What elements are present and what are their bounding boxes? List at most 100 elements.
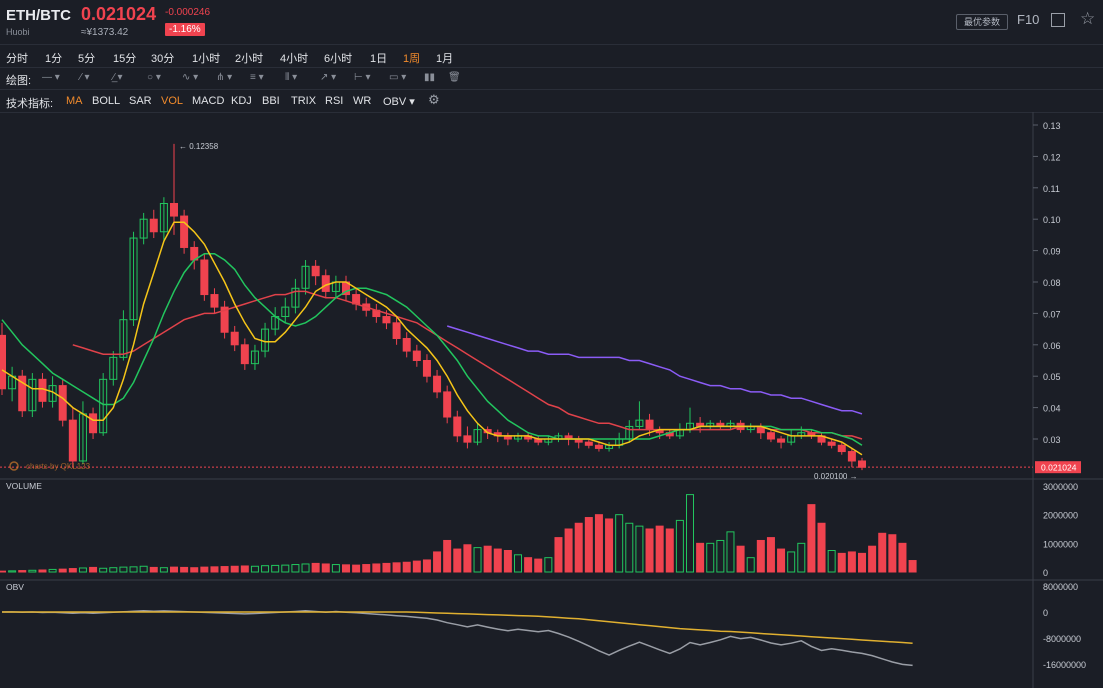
volume-bar bbox=[8, 570, 17, 573]
candle bbox=[159, 203, 168, 233]
volume-tick-label: 0 bbox=[1043, 568, 1048, 578]
candle bbox=[645, 419, 654, 431]
tab-timeframe-2[interactable]: 5分 bbox=[78, 53, 96, 65]
volume-bar bbox=[119, 566, 128, 573]
candle bbox=[119, 319, 128, 358]
expand-icon[interactable] bbox=[1051, 13, 1065, 27]
candle bbox=[109, 356, 118, 380]
candle bbox=[129, 237, 138, 321]
volume-bar bbox=[756, 539, 765, 573]
tab-timeframe-1[interactable]: 1分 bbox=[45, 53, 63, 65]
measure-icon[interactable]: ⊢ ▾ bbox=[354, 72, 371, 83]
indicator-sar[interactable]: SAR bbox=[129, 95, 152, 107]
volume-bar bbox=[686, 494, 694, 573]
candle bbox=[433, 375, 442, 393]
volume-bar bbox=[858, 552, 866, 573]
volume-bar bbox=[584, 517, 593, 573]
indicator-macd[interactable]: MACD bbox=[192, 95, 225, 107]
tab-timeframe-8[interactable]: 6小时 bbox=[324, 53, 353, 65]
tab-timeframe-10[interactable]: 1周 bbox=[403, 53, 421, 65]
fib-icon[interactable]: ≡ ▾ bbox=[250, 72, 264, 83]
candle bbox=[422, 360, 431, 377]
indicator-obv[interactable]: OBV ▾ bbox=[383, 96, 415, 108]
kline-chart[interactable]: 0.13 0.12 0.11 0.10 0.09 0.08 0.07 0.06 0.05 0.04… bbox=[0, 112, 1103, 688]
indicator-vol[interactable]: VOL bbox=[161, 95, 184, 107]
optimal-params-button[interactable]: 最优参数 bbox=[956, 14, 1008, 30]
volume-bar bbox=[180, 566, 189, 573]
price-tick-label: 0.10 bbox=[1043, 215, 1061, 225]
volume-bar bbox=[625, 522, 634, 573]
volume-bar bbox=[412, 560, 421, 573]
volume-bar bbox=[311, 562, 320, 573]
comment-icon[interactable]: ▭ ▾ bbox=[389, 72, 407, 83]
volume-bar bbox=[888, 534, 897, 573]
candle bbox=[170, 203, 178, 217]
volume-bar bbox=[473, 547, 482, 573]
price-tick-label: 0.05 bbox=[1043, 372, 1061, 382]
watermark-text: charts by QKL123 bbox=[26, 462, 91, 471]
indicator-boll[interactable]: BOLL bbox=[92, 95, 121, 107]
arrow-icon[interactable]: ↗ ▾ bbox=[320, 72, 337, 83]
tab-timeframe-0[interactable]: 分时 bbox=[6, 53, 28, 65]
indicator-rsi[interactable]: RSI bbox=[325, 95, 344, 107]
volume-bar bbox=[655, 525, 664, 573]
price-tick-label: 0.03 bbox=[1043, 435, 1061, 445]
indicator-kdj[interactable]: KDJ bbox=[231, 95, 252, 107]
indicator-ma[interactable]: MA bbox=[66, 95, 83, 107]
candle bbox=[858, 460, 866, 468]
line-icon[interactable]: — ▾ bbox=[42, 72, 60, 83]
drawing-toolbar: 绘图: — ▾ ⁄ ▾ ∕̲ ▾ ○ ▾ ∿ ▾ ⋔ ▾ ≡ ▾ ⦀ ▾ ↗ ▾… bbox=[0, 67, 1103, 90]
candle bbox=[291, 287, 300, 308]
volume-bar bbox=[635, 525, 644, 573]
pitchfork-icon[interactable]: ⋔ ▾ bbox=[216, 72, 233, 83]
cny-price: ≈¥1373.42 bbox=[81, 27, 129, 38]
trend-icon[interactable]: ∕̲ ▾ bbox=[113, 72, 123, 83]
last-price: 0.021024 bbox=[81, 4, 157, 24]
volume-bar bbox=[766, 537, 775, 573]
price-change: -0.000246 bbox=[165, 7, 211, 18]
volume-bar bbox=[422, 559, 431, 573]
candle bbox=[240, 344, 249, 365]
chart-icon[interactable]: ▮▮ bbox=[424, 72, 436, 83]
indicator-trix[interactable]: TRIX bbox=[291, 95, 317, 107]
f10-button[interactable]: F10 bbox=[1017, 12, 1040, 27]
volume-bar bbox=[574, 522, 583, 573]
obv-tick-label: 8000000 bbox=[1043, 582, 1078, 592]
volume-bar bbox=[696, 542, 705, 573]
volume-bar bbox=[301, 563, 310, 573]
volume-bar bbox=[807, 504, 816, 573]
volume-bar bbox=[139, 565, 148, 573]
wave-icon[interactable]: ∿ ▾ bbox=[182, 72, 199, 83]
candle bbox=[321, 275, 330, 292]
gear-icon[interactable]: ⚙ bbox=[428, 92, 440, 107]
candle bbox=[149, 218, 158, 233]
volume-bar bbox=[99, 567, 108, 573]
indicator-bbi[interactable]: BBI bbox=[262, 95, 280, 107]
star-icon[interactable]: ☆ bbox=[1080, 9, 1096, 28]
volume-bar bbox=[18, 570, 27, 573]
channel-icon[interactable]: ⦀ ▾ bbox=[285, 72, 298, 83]
tab-timeframe-6[interactable]: 2小时 bbox=[235, 53, 264, 65]
tab-timeframe-5[interactable]: 1小时 bbox=[192, 53, 221, 65]
tab-timeframe-11[interactable]: 1月 bbox=[436, 53, 454, 65]
volume-bar bbox=[483, 545, 492, 573]
obv-label: OBV bbox=[6, 582, 24, 592]
change-percent-badge: -1.16% bbox=[165, 23, 205, 36]
trash-icon[interactable]: 🗑 bbox=[448, 72, 461, 83]
circle-icon[interactable]: ○ ▾ bbox=[147, 72, 161, 83]
candle bbox=[18, 375, 27, 412]
ray-icon[interactable]: ⁄ ▾ bbox=[80, 72, 90, 83]
indicator-bar: 技术指标: MA BOLL SAR VOL MACD KDJ BBI TRIX RSI WR OBV… bbox=[0, 89, 1103, 113]
candle bbox=[766, 432, 775, 440]
volume-bar bbox=[514, 554, 522, 573]
indicator-wr[interactable]: WR bbox=[353, 95, 372, 107]
volume-bar bbox=[736, 545, 745, 573]
tab-timeframe-9[interactable]: 1日 bbox=[370, 53, 388, 65]
volume-bar bbox=[291, 564, 300, 573]
candle bbox=[68, 419, 77, 462]
tab-timeframe-3[interactable]: 15分 bbox=[113, 53, 137, 65]
volume-bar bbox=[837, 552, 846, 573]
price-tick-label: 0.13 bbox=[1043, 121, 1061, 131]
tab-timeframe-7[interactable]: 4小时 bbox=[280, 53, 309, 65]
tab-timeframe-4[interactable]: 30分 bbox=[151, 53, 175, 65]
